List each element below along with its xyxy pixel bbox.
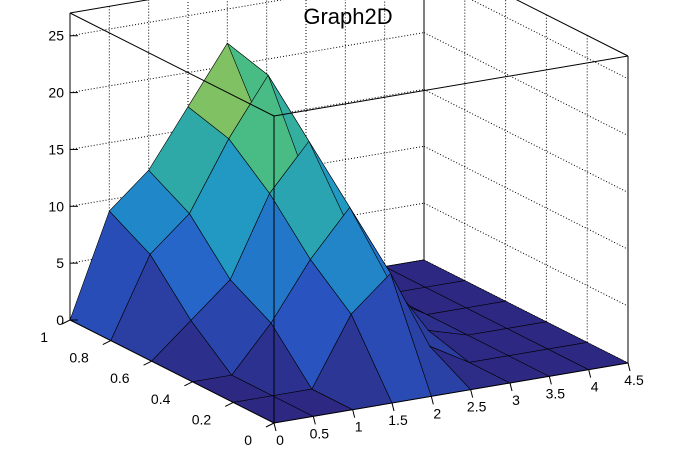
grid-line [423,145,629,250]
x-tick-label: 2.5 [467,399,487,415]
x-tick [391,402,395,412]
x-tick-label: 4.5 [624,372,644,388]
box-edge [69,12,275,117]
x-tick-label: 0 [276,432,284,448]
plot-box-front [69,0,629,424]
grid-line [423,88,629,193]
x-tick-label: 2 [433,405,441,421]
grid-line [470,0,629,80]
x-tick [588,369,592,378]
z-tick-label: 25 [48,28,64,44]
y-tick-label: 0 [244,432,252,448]
x-tick-label: 4 [591,379,599,395]
x-tick-label: 3.5 [546,385,566,401]
x-tick [312,416,316,425]
x-tick [430,396,434,405]
x-tick [548,376,552,385]
y-tick-label: 0.6 [110,370,130,386]
z-tick-label: 20 [48,85,64,101]
chart-title: Graph2D [303,4,393,29]
y-tick [184,381,193,387]
z-tick-label: 10 [48,198,64,214]
x-tick [273,422,277,432]
y-tick [143,360,152,366]
axis-x-line [273,362,629,424]
axis-y-line [69,319,275,424]
axis-ticks: 0 0.5 1 1.5 2 2.5 3 3.5 4 4.500.20.40.60.81051015… [40,28,644,448]
z-tick-label: 15 [48,141,64,157]
x-tick-label: 0.5 [310,425,330,441]
x-tick [509,382,513,392]
box-edge [273,55,629,117]
y-tick-label: 0.2 [192,411,212,427]
x-tick [627,362,631,372]
y-tick [102,340,112,346]
y-tick-label: 1 [40,329,48,345]
x-tick-label: 3 [512,392,520,408]
grid-line [69,0,284,37]
y-tick-label: 0.8 [69,350,89,366]
x-tick-label: 1.5 [388,412,408,428]
x-tick [470,389,474,398]
box-edge [69,0,150,14]
y-tick-label: 0.4 [151,391,171,407]
y-tick [224,401,234,407]
z-tick-label: 5 [56,255,64,271]
x-tick [352,409,356,418]
surface-mesh [69,42,629,424]
x-tick-label: 1 [355,419,363,435]
grid-line [423,202,629,307]
box-edge [515,0,629,57]
z-tick-label: 0 [56,312,64,328]
grid-line [423,32,629,137]
y-tick [61,319,71,325]
y-tick [265,422,275,428]
